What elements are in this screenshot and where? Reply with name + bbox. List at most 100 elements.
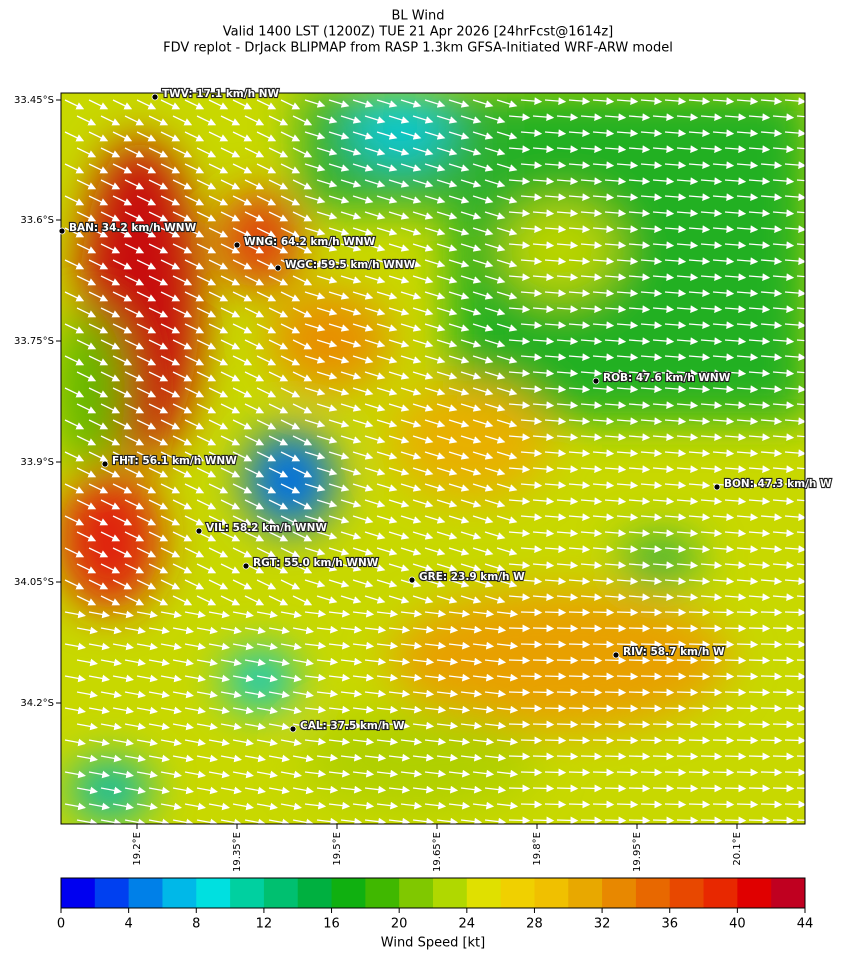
colorbar-swatch [263,878,299,908]
wind-arrow [544,481,567,489]
wind-arrow [508,305,531,313]
wind-arrow [400,323,422,332]
wind-arrow [256,515,277,526]
wind-arrow [316,339,338,348]
wind-arrow [520,97,543,105]
wind-arrow [520,800,543,809]
wind-arrow [496,451,518,460]
wind-arrow [472,323,494,332]
wind-arrow [568,449,591,457]
wind-arrow [580,688,603,697]
wind-arrow [400,163,422,172]
wind-arrow [280,483,301,494]
wind-arrow [76,371,97,382]
wind-arrow [208,483,229,494]
wind-arrow [124,339,145,350]
wind-arrow [556,720,579,729]
wind-arrow [424,323,446,332]
wind-arrow [112,483,133,494]
title: Valid 1400 LST (1200Z) TUE 21 Apr 2026 [… [223,25,614,40]
wind-arrow [556,209,579,217]
wind-arrow [580,401,603,409]
wind-arrow [316,563,338,572]
wind-arrow [304,131,326,140]
wind-arrow [724,113,747,121]
wind-arrow [772,497,795,505]
wind-arrow [616,704,639,713]
wind-arrow [64,163,85,174]
wind-arrow [688,161,711,169]
wind-arrow [460,531,482,540]
wind-arrow [796,371,805,374]
wind-arrow [568,225,591,233]
wind-arrow [136,547,157,558]
wind-arrow [292,307,313,318]
wind-arrow [268,275,289,286]
wind-arrow [148,211,169,222]
wind-arrow [112,515,133,526]
wind-arrow [196,563,217,574]
wind-arrow [448,483,470,492]
wind-arrow [568,321,591,329]
wind-arrow [640,321,663,329]
wind-arrow [196,275,217,286]
wind-arrow [184,355,205,366]
wind-arrow [376,387,398,396]
wind-arrow [184,387,205,398]
wind-arrow [796,563,805,566]
wind-arrow [244,275,265,286]
wind-arrow [688,768,711,777]
wind-arrow [256,259,277,270]
wind-arrow [796,691,805,693]
wind-arrow [388,563,410,572]
wind-arrow [268,371,289,382]
wind-arrow [352,291,374,300]
wind-arrow [760,161,783,169]
wind-arrow [376,355,398,364]
wind-arrow [616,545,639,553]
wind-arrow [640,704,663,713]
wind-arrow [268,531,289,542]
wind-arrow [640,353,663,361]
wind-arrow [328,259,350,268]
wind-arrow [760,768,783,777]
wind-arrow [424,291,446,300]
wind-arrow [148,499,169,510]
wind-arrow [304,451,326,460]
wind-arrow [748,497,771,505]
wind-arrow [508,145,531,153]
wind-arrow [412,435,434,444]
wind-arrow [484,179,506,188]
wind-arrow [580,113,603,121]
wind-arrow [196,243,217,254]
wind-arrow [172,243,193,254]
wind-arrow [304,291,326,300]
wind-arrow [568,672,591,681]
wind-arrow [76,563,97,574]
wind-arrow [496,291,518,300]
wind-arrow [76,211,97,222]
wind-arrow [352,419,374,428]
wind-arrow [112,99,133,110]
wind-arrow [244,307,265,318]
wind-arrow [232,227,253,238]
wind-arrow [628,401,651,409]
wind-arrow [436,115,458,124]
wind-arrow [520,545,543,553]
wind-arrow [640,225,663,233]
wind-arrow [784,321,805,329]
colorbar-swatch [433,878,468,908]
wind-arrow [172,179,193,190]
wind-arrow [520,193,543,201]
wind-arrow [748,369,771,377]
wind-arrow [400,547,422,556]
wind-arrow [580,465,603,473]
wind-arrow [280,355,301,366]
wind-arrow [520,353,543,361]
wind-arrow [64,515,85,526]
wind-arrow [592,545,615,553]
wind-arrow [88,163,109,174]
lat-tick-label: 33.6°S [20,215,54,226]
wind-arrow [244,435,265,446]
wind-arrow [628,241,651,249]
